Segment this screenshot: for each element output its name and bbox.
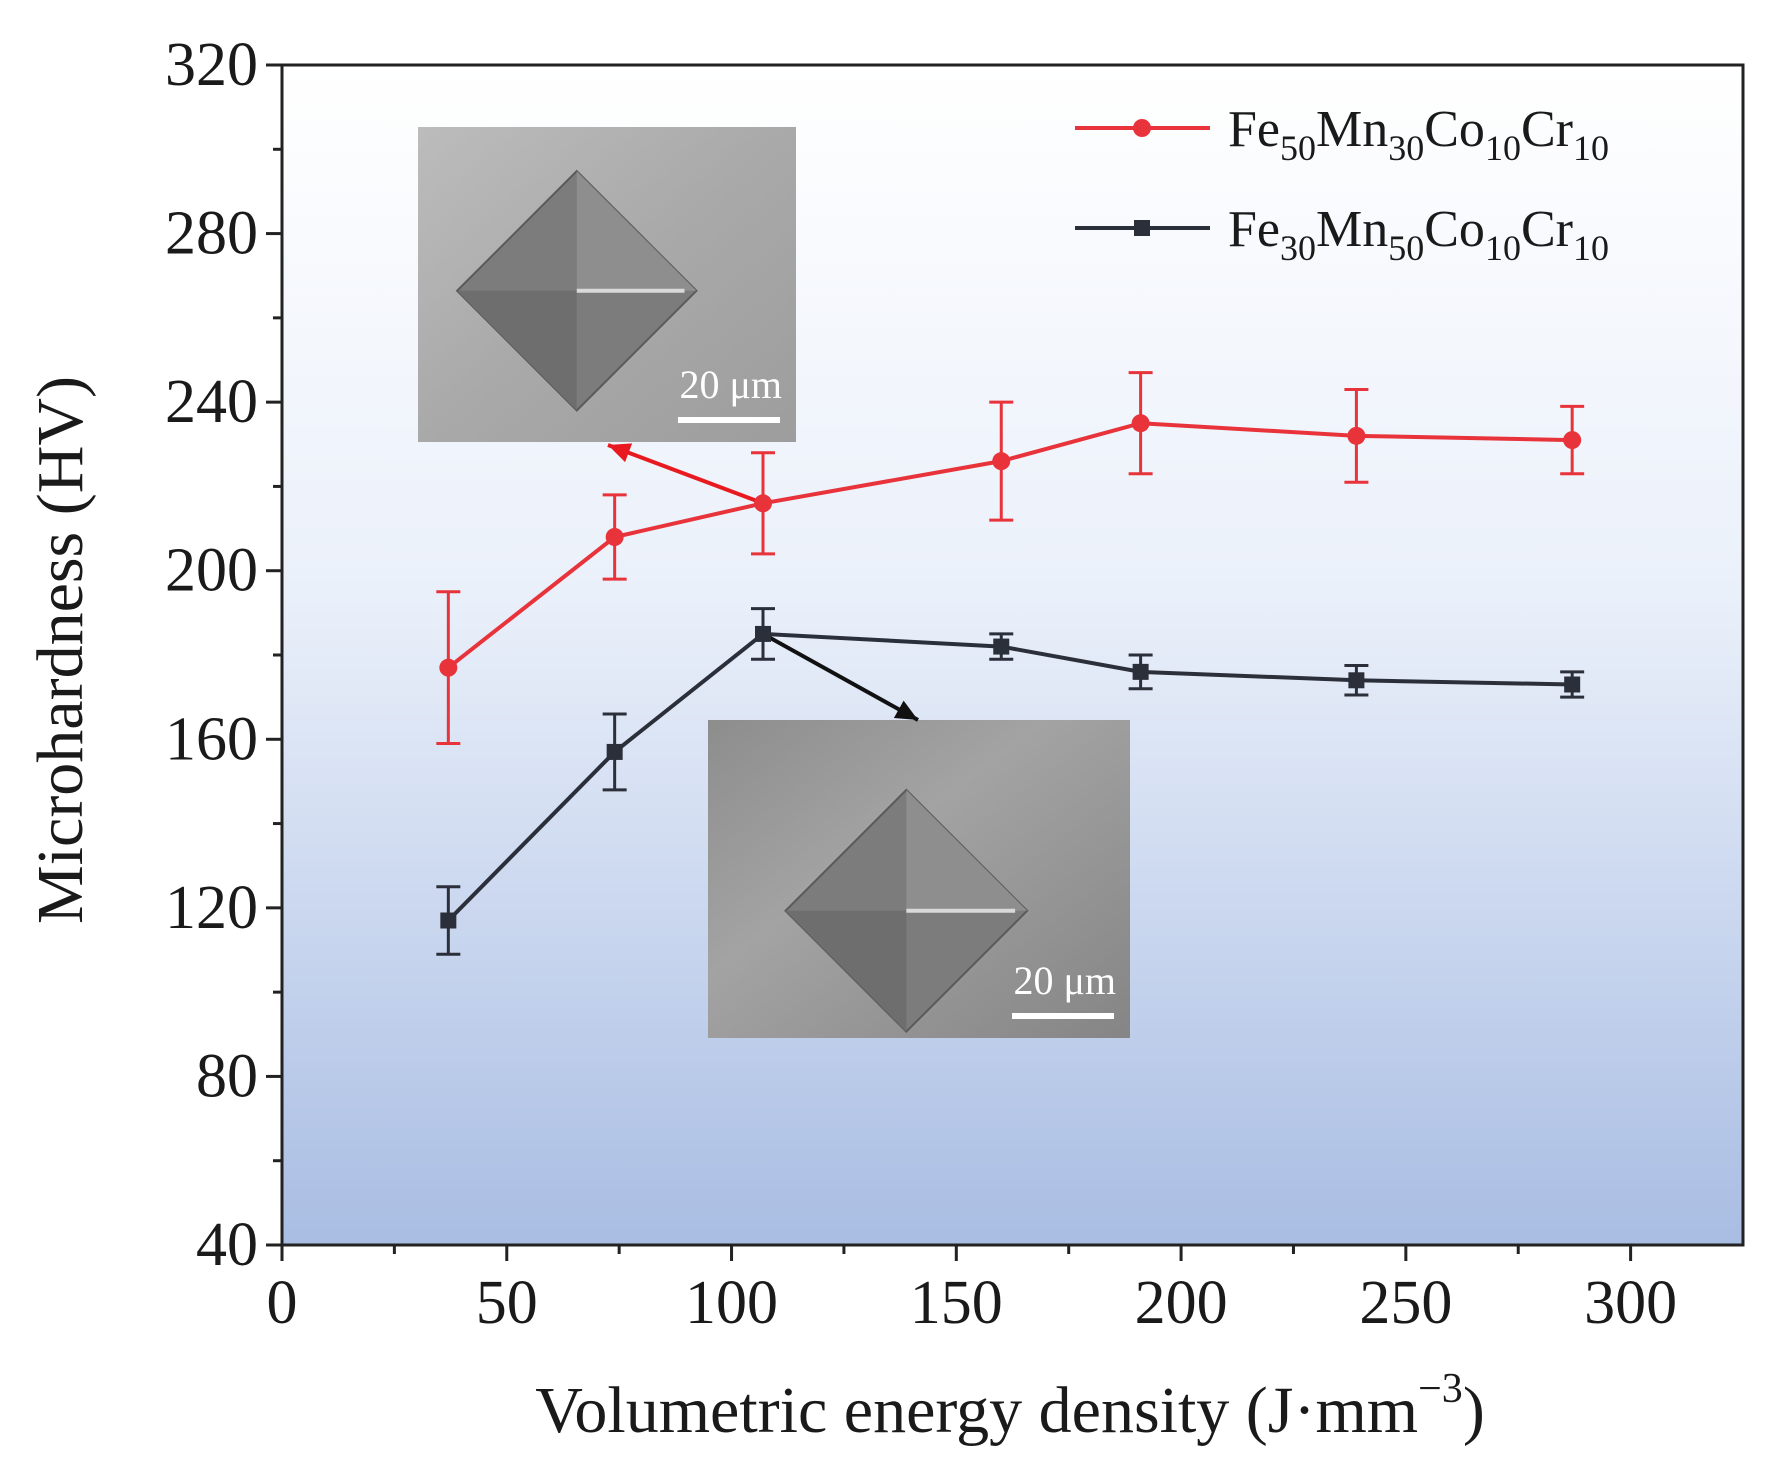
x-axis-title-superscript: −3 <box>1418 1366 1463 1412</box>
x-tick-label: 50 <box>476 1269 538 1337</box>
inset-arrow-head <box>608 443 633 463</box>
indent-facet <box>785 910 907 1032</box>
x-axis-title: Volumetric energy density (J·mm−3) <box>535 1366 1485 1447</box>
scale-bar-label: 20 μm <box>1013 958 1116 1003</box>
legend-label: Fe30​Mn50​Co10​Cr10​ <box>1228 201 1609 268</box>
insets: 20 μm 20 μm <box>418 127 1130 1038</box>
y-axis-title: Microhardness (HV) <box>24 376 97 924</box>
indent-facet <box>457 290 577 411</box>
scale-bar-label: 20 μm <box>679 362 782 407</box>
data-point <box>439 658 458 677</box>
data-point <box>1132 663 1149 680</box>
x-tick-label: 300 <box>1584 1269 1677 1337</box>
inset-micrograph: 20 μm <box>418 127 796 506</box>
y-tick-label: 120 <box>165 874 258 942</box>
indent-facet <box>576 171 697 291</box>
legend-label: Fe50​Mn30​Co10​Cr10​ <box>1228 101 1609 168</box>
legend-entry: Fe50​Mn30​Co10​Cr10​ <box>1075 101 1609 168</box>
x-tick-label: 100 <box>685 1269 778 1337</box>
x-axis-title-close: ) <box>1463 1374 1485 1447</box>
x-tick-label: 250 <box>1359 1269 1452 1337</box>
x-tick-label: 200 <box>1135 1269 1228 1337</box>
y-tick-label: 240 <box>165 368 258 436</box>
data-point <box>440 912 457 929</box>
inset-arrow <box>762 632 919 722</box>
series-0 <box>436 371 1585 745</box>
inset-arrow-head <box>893 700 918 720</box>
legend-marker <box>1133 119 1151 137</box>
y-tick-label: 40 <box>196 1211 258 1279</box>
legend-entry: Fe30​Mn50​Co10​Cr10​ <box>1075 201 1609 268</box>
inset-micrograph: 20 μm <box>708 632 1130 1038</box>
y-tick-label: 280 <box>165 200 258 268</box>
data-point <box>1131 414 1150 433</box>
series <box>436 371 1585 956</box>
inset-arrow <box>607 443 764 506</box>
data-point <box>755 625 772 642</box>
indent-facet <box>906 789 1028 911</box>
data-point <box>605 528 624 546</box>
y-tick-label: 160 <box>165 705 258 773</box>
plot-frame <box>280 63 1745 1247</box>
data-point <box>1348 672 1365 689</box>
data-point <box>1563 431 1582 450</box>
legend-marker <box>1134 220 1150 236</box>
y-tick-label: 80 <box>196 1042 258 1110</box>
x-tick-label: 150 <box>910 1269 1003 1337</box>
y-tick-label: 200 <box>165 537 258 605</box>
data-point <box>1347 426 1366 445</box>
data-point <box>992 452 1011 471</box>
x-axis-title-main: Volumetric energy density (J·mm <box>535 1374 1418 1447</box>
data-point <box>754 494 773 513</box>
series-1 <box>436 607 1585 956</box>
axes: 40 80 120 160 200 240 280 320 0 50 100 150 200 250 300 <box>165 31 1677 1337</box>
data-point <box>606 743 623 760</box>
legend: Fe50​Mn30​Co10​Cr10​ Fe30​Mn50​Co10​Cr10​ <box>1075 101 1609 268</box>
data-point <box>993 638 1010 655</box>
y-tick-label: 320 <box>165 31 258 99</box>
data-point <box>1564 676 1581 693</box>
x-tick-label: 0 <box>267 1269 298 1337</box>
